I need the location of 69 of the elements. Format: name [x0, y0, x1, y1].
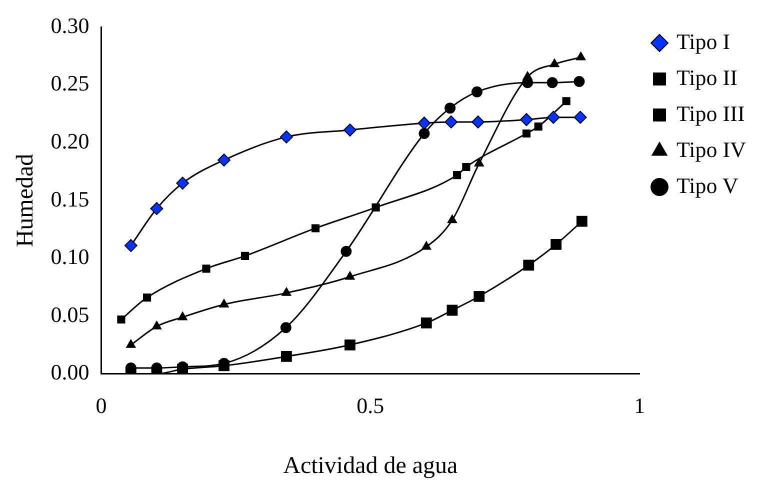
point	[523, 260, 534, 271]
point	[444, 115, 458, 128]
point	[150, 202, 164, 216]
point	[343, 124, 356, 137]
point	[280, 322, 292, 334]
point	[202, 264, 210, 273]
point	[280, 130, 293, 144]
point	[520, 113, 533, 126]
point	[446, 304, 458, 316]
point	[522, 71, 532, 80]
point	[126, 339, 136, 348]
point	[546, 77, 558, 88]
point	[576, 52, 586, 60]
x-axis-title: Actividad de agua	[283, 452, 458, 479]
point	[345, 271, 355, 280]
point	[178, 312, 188, 320]
point	[522, 129, 531, 138]
point	[218, 154, 231, 167]
point	[472, 115, 485, 128]
point	[562, 97, 570, 106]
point	[534, 122, 542, 131]
legend-label: Tipo III	[676, 100, 745, 126]
point	[447, 214, 458, 224]
y-tick-label: 0.20	[50, 128, 90, 154]
legend-label: Tipo I	[676, 28, 730, 54]
point	[474, 290, 485, 302]
y-tick-label: 0.00	[50, 360, 90, 385]
point	[372, 203, 380, 212]
x-tick-label: 0.5	[356, 392, 384, 418]
point	[124, 239, 138, 252]
point	[117, 315, 126, 324]
point	[240, 252, 250, 260]
point	[152, 320, 162, 330]
point	[218, 360, 230, 372]
point	[143, 294, 152, 302]
point	[576, 216, 588, 227]
point	[177, 364, 188, 374]
legend-label: Tipo V	[676, 172, 738, 198]
y-tick-label: 0.30	[50, 12, 90, 38]
point	[471, 86, 482, 98]
point	[418, 128, 430, 139]
point	[280, 351, 292, 362]
point	[574, 76, 585, 87]
point	[574, 110, 587, 124]
point	[474, 158, 484, 167]
point	[422, 241, 432, 250]
point	[282, 287, 292, 296]
point	[550, 58, 560, 68]
point	[546, 110, 560, 124]
y-axis-title: Humedad	[12, 154, 39, 248]
x-tick-label: 0	[96, 392, 107, 418]
point	[340, 246, 352, 257]
point	[418, 116, 431, 130]
point	[550, 238, 562, 250]
y-tick-label: 0.10	[50, 244, 90, 270]
legend-label: Tipo IV	[676, 136, 746, 162]
point	[462, 162, 470, 172]
point	[344, 339, 356, 350]
y-tick-label: 0.25	[50, 70, 90, 96]
point	[453, 171, 462, 180]
point	[444, 102, 456, 114]
point	[420, 318, 432, 328]
legend-label: Tipo II	[676, 64, 738, 90]
point	[311, 224, 320, 232]
y-tick-label: 0.05	[50, 302, 90, 327]
x-tick-label: 1	[634, 392, 646, 418]
point	[219, 298, 229, 308]
point	[176, 176, 190, 190]
y-tick-label: 0.15	[50, 186, 90, 212]
